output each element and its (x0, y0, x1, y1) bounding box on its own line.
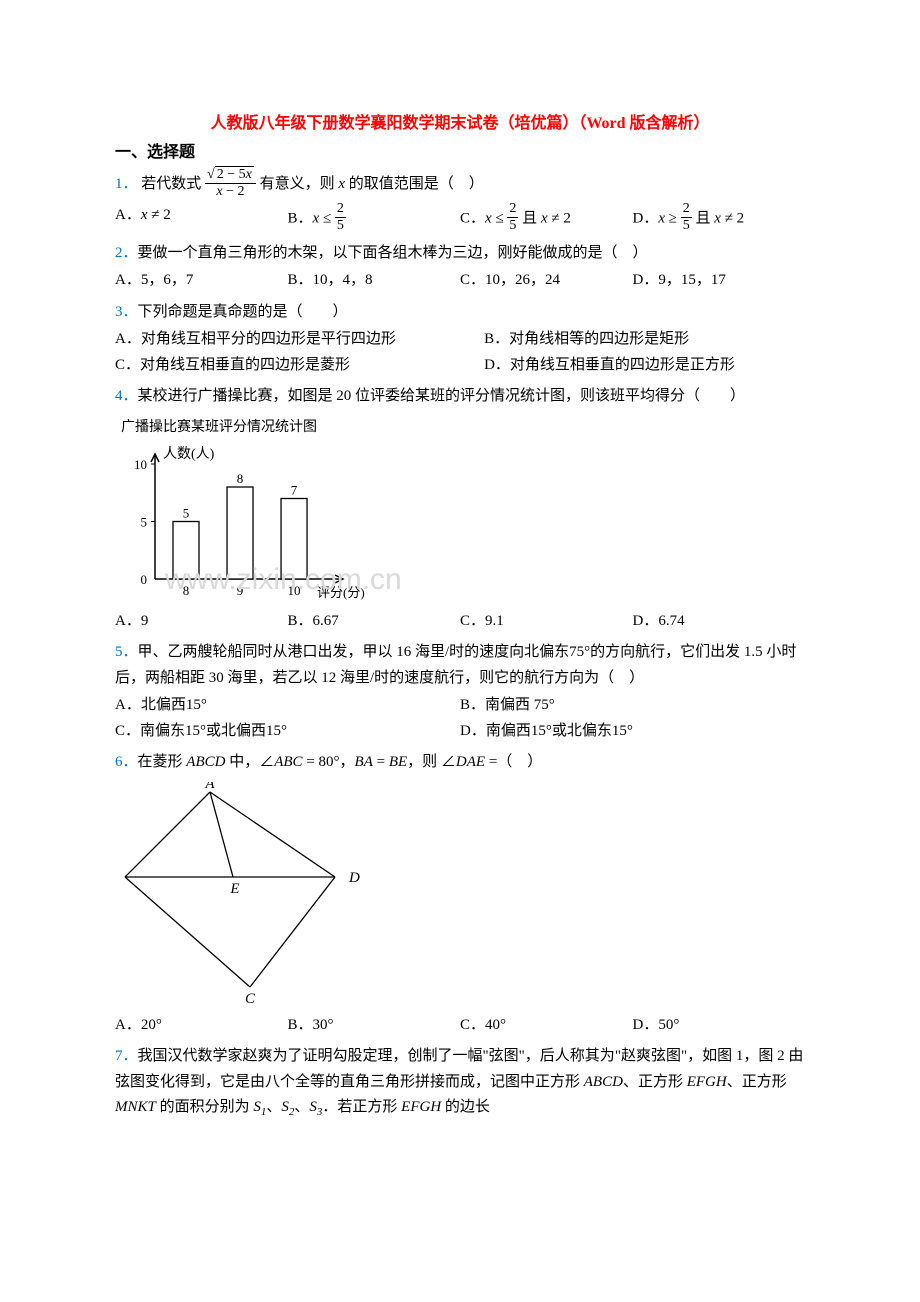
q1-opt-d: D．x ≥ 25 且 x ≠ 2 (633, 203, 806, 235)
q1-text-pre: 若代数式 (141, 176, 201, 192)
q1-options: A．x ≠ 2 B．x ≤ 25 C．x ≤ 25 且 x ≠ 2 D．x ≥ … (115, 203, 805, 235)
svg-text:人数(人): 人数(人) (163, 446, 215, 462)
q2-options: A．5，6，7 B．10，4，8 C．10，26，24 D．9，15，17 (115, 268, 805, 294)
q6-opt-a: A．20° (115, 1013, 288, 1039)
q4-options: A．9 B．6.67 C．9.1 D．6.74 (115, 609, 805, 635)
q2-opt-d: D．9，15，17 (633, 268, 806, 294)
q6-opt-d: D．50° (633, 1013, 806, 1039)
q3-opt-d: D．对角线互相垂直的四边形是正方形 (484, 353, 805, 379)
svg-text:www.zixin.com.cn: www.zixin.com.cn (164, 563, 402, 596)
q5-opt-a: A．北偏西15° (115, 693, 460, 719)
q4-opt-d: D．6.74 (633, 609, 806, 635)
q1-text-post: 有意义，则 (260, 176, 339, 192)
svg-text:E: E (229, 881, 239, 897)
svg-text:0: 0 (141, 572, 148, 587)
q4-opt-b: B．6.67 (288, 609, 461, 635)
q3-opt-c: C．对角线互相垂直的四边形是菱形 (115, 353, 484, 379)
q2-opt-c: C．10，26，24 (460, 268, 633, 294)
svg-text:D: D (348, 870, 360, 886)
svg-text:C: C (245, 991, 256, 1007)
question-7: 7．我国汉代数学家赵爽为了证明勾股定理，创制了一幅"弦图"，后人称其为"赵爽弦图… (115, 1044, 805, 1122)
question-5: 5．甲、乙两艘轮船同时从港口出发，甲以 16 海里/时的速度向北偏东75°的方向… (115, 640, 805, 691)
svg-text:10: 10 (134, 457, 147, 472)
question-4: 4．某校进行广播操比赛，如图是 20 位评委给某班的评分情况统计图，则该班平均得… (115, 384, 805, 410)
q3-opt-b: B．对角线相等的四边形是矩形 (484, 327, 805, 353)
q2-opt-b: B．10，4，8 (288, 268, 461, 294)
q2-opt-a: A．5，6，7 (115, 268, 288, 294)
question-2: 2．要做一个直角三角形的木架，以下面各组木棒为三边，刚好能做成的是（ ） (115, 241, 805, 267)
q6-options: A．20° B．30° C．40° D．50° (115, 1013, 805, 1039)
q4-opt-c: C．9.1 (460, 609, 633, 635)
q1-opt-c: C．x ≤ 25 且 x ≠ 2 (460, 203, 633, 235)
q4-opt-a: A．9 (115, 609, 288, 635)
page-title: 人教版八年级下册数学襄阳数学期末试卷（培优篇）（Word 版含解析） (115, 110, 805, 137)
q1-opt-a: A．x ≠ 2 (115, 203, 288, 235)
q5-opt-d: D．南偏西15°或北偏东15° (460, 719, 805, 745)
section-header: 一、选择题 (115, 139, 805, 166)
q4-bar-chart: 人数(人)05105889710评分(分)www.zixin.com.cn (115, 442, 685, 607)
question-3: 3．下列命题是真命题的是（ ） (115, 300, 805, 326)
svg-text:A: A (204, 782, 215, 792)
q3-options: A．对角线互相平分的四边形是平行四边形 B．对角线相等的四边形是矩形 C．对角线… (115, 327, 805, 378)
question-1: 1． 若代数式 2 − 5x x − 2 有意义，则 x 的取值范围是（ ） (115, 168, 805, 201)
q6-opt-b: B．30° (288, 1013, 461, 1039)
question-6: 6．在菱形 ABCD 中，∠ABC = 80°，BA = BE，则 ∠DAE =… (115, 750, 805, 776)
svg-text:5: 5 (141, 514, 148, 529)
q1-fraction: 2 − 5x x − 2 (205, 166, 256, 199)
q1-num: 1． (115, 176, 138, 192)
q6-rhombus-diagram: ABCDE (115, 782, 365, 1007)
q3-opt-a: A．对角线互相平分的四边形是平行四边形 (115, 327, 484, 353)
q4-chart: 广播操比赛某班评分情况统计图 人数(人)05105889710评分(分)www.… (115, 416, 805, 607)
q6-diagram: ABCDE (115, 782, 805, 1007)
q5-opt-c: C．南偏东15°或北偏西15° (115, 719, 460, 745)
q5-opt-b: B．南偏西 75° (460, 693, 805, 719)
q4-chart-title: 广播操比赛某班评分情况统计图 (115, 416, 805, 440)
svg-text:5: 5 (183, 505, 190, 520)
q6-opt-c: C．40° (460, 1013, 633, 1039)
q1-opt-b: B．x ≤ 25 (288, 203, 461, 235)
svg-text:8: 8 (237, 471, 244, 486)
svg-text:7: 7 (291, 482, 298, 497)
q5-options: A．北偏西15° B．南偏西 75° C．南偏东15°或北偏西15° D．南偏西… (115, 693, 805, 744)
